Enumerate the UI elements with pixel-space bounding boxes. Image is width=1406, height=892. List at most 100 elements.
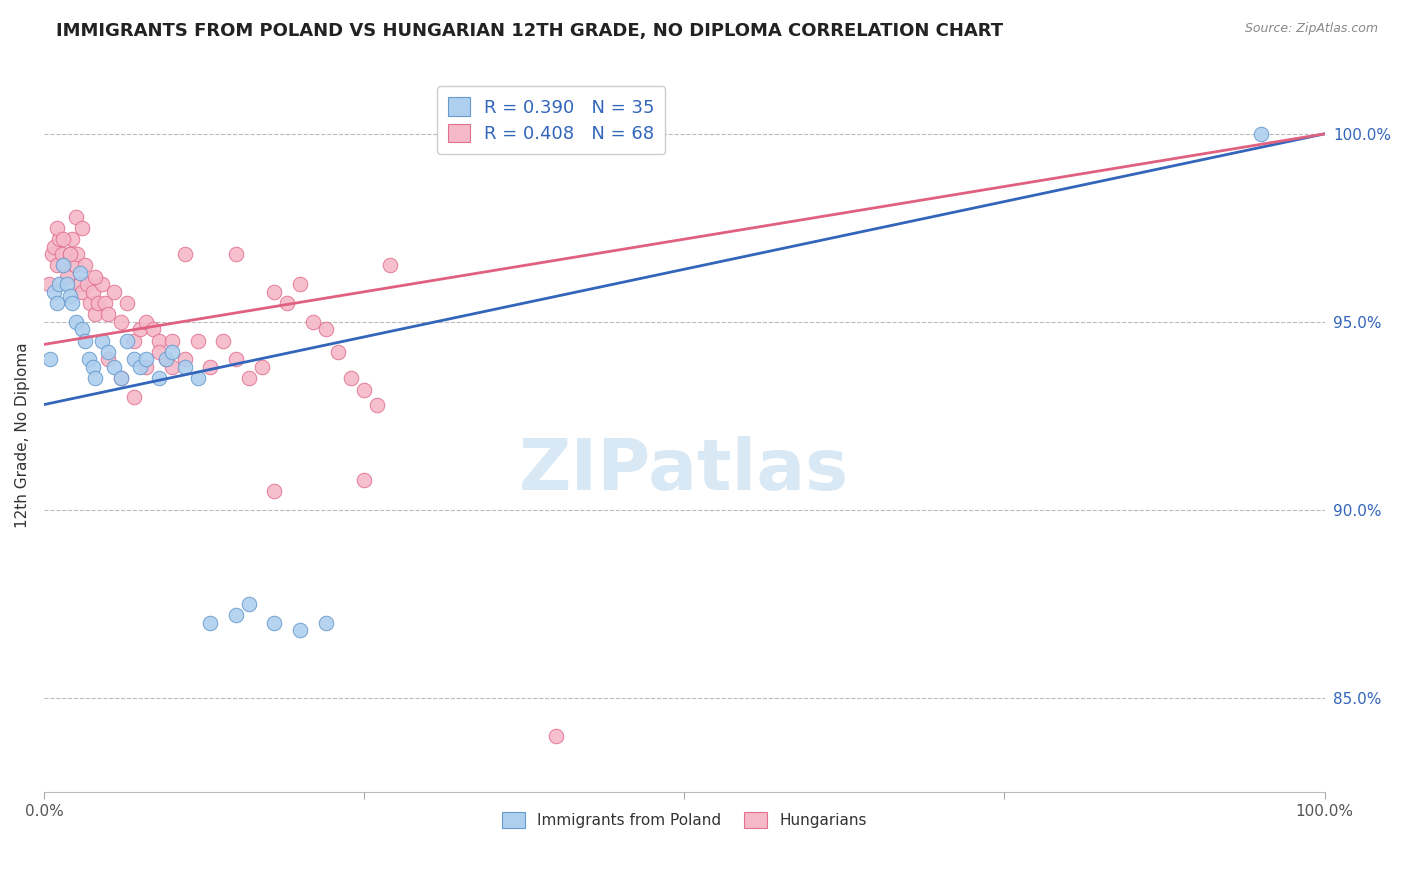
Point (44, 240, 66, 254)
Point (148, 345, 170, 359)
Point (1250, 127, 1272, 141)
Point (72, 285, 94, 299)
Point (160, 359, 183, 374)
Point (315, 615, 337, 630)
Point (58, 247, 80, 261)
Point (82, 359, 104, 374)
Point (39, 352, 62, 367)
Point (48, 277, 70, 292)
Point (173, 247, 195, 261)
Point (353, 473, 375, 487)
Point (263, 615, 285, 630)
Point (76, 277, 98, 292)
Point (200, 615, 222, 630)
Point (110, 315, 132, 329)
Point (173, 352, 195, 367)
Point (200, 359, 222, 374)
Point (41, 247, 63, 261)
Point (288, 624, 311, 638)
Point (73, 259, 96, 273)
Point (155, 352, 177, 367)
Point (97, 307, 120, 321)
Point (38, 277, 60, 292)
Point (115, 334, 138, 348)
Point (250, 359, 273, 374)
Point (86, 296, 108, 310)
Legend: Immigrants from Poland, Hungarians: Immigrants from Poland, Hungarians (496, 806, 873, 834)
Point (212, 334, 235, 348)
Point (58, 288, 80, 302)
Point (148, 371, 170, 385)
Point (263, 285, 285, 299)
Point (173, 359, 195, 374)
Point (110, 371, 132, 385)
Point (45, 259, 67, 273)
Text: IMMIGRANTS FROM POLAND VS HUNGARIAN 12TH GRADE, NO DIPLOMA CORRELATION CHART: IMMIGRANTS FROM POLAND VS HUNGARIAN 12TH… (56, 22, 1004, 40)
Point (60, 232, 83, 246)
Point (45, 220, 67, 235)
Point (328, 345, 350, 359)
Point (72, 220, 94, 235)
Point (84, 307, 107, 321)
Point (225, 608, 247, 623)
Point (142, 322, 165, 336)
Point (65, 210, 87, 224)
Point (115, 296, 138, 310)
Point (263, 484, 285, 499)
Point (129, 359, 152, 374)
Point (103, 359, 125, 374)
Point (122, 334, 145, 348)
Point (225, 352, 247, 367)
Point (122, 352, 145, 367)
Point (84, 371, 107, 385)
Point (94, 296, 117, 310)
Point (48, 232, 70, 246)
Point (129, 322, 152, 336)
Point (56, 269, 79, 284)
Point (135, 352, 157, 367)
Point (366, 398, 388, 412)
Point (378, 259, 401, 273)
Point (60, 296, 83, 310)
Point (238, 597, 260, 611)
Point (66, 247, 89, 261)
Point (69, 266, 91, 280)
Y-axis label: 12th Grade, No Diploma: 12th Grade, No Diploma (15, 342, 30, 527)
Point (53, 259, 76, 273)
Point (110, 371, 132, 385)
Point (45, 296, 67, 310)
Point (276, 296, 298, 310)
Point (56, 277, 79, 292)
Point (315, 322, 337, 336)
Point (160, 334, 183, 348)
Point (225, 247, 247, 261)
Point (135, 359, 157, 374)
Point (72, 322, 94, 336)
Point (187, 371, 209, 385)
Point (52, 259, 75, 273)
Point (97, 345, 120, 359)
Point (90, 277, 112, 292)
Point (69, 277, 91, 292)
Point (44, 285, 66, 299)
Point (90, 334, 112, 348)
Point (238, 371, 260, 385)
Point (97, 352, 120, 367)
Point (155, 352, 177, 367)
Point (187, 334, 209, 348)
Point (135, 315, 157, 329)
Point (546, 729, 568, 743)
Text: Source: ZipAtlas.com: Source: ZipAtlas.com (1244, 22, 1378, 36)
Point (122, 390, 145, 404)
Point (52, 232, 75, 246)
Point (79, 296, 101, 310)
Point (288, 277, 311, 292)
Point (58, 247, 80, 261)
Point (103, 285, 125, 299)
Point (65, 315, 87, 329)
Point (77, 352, 100, 367)
Point (302, 315, 325, 329)
Point (73, 334, 96, 348)
Point (340, 371, 363, 385)
Point (82, 285, 104, 299)
